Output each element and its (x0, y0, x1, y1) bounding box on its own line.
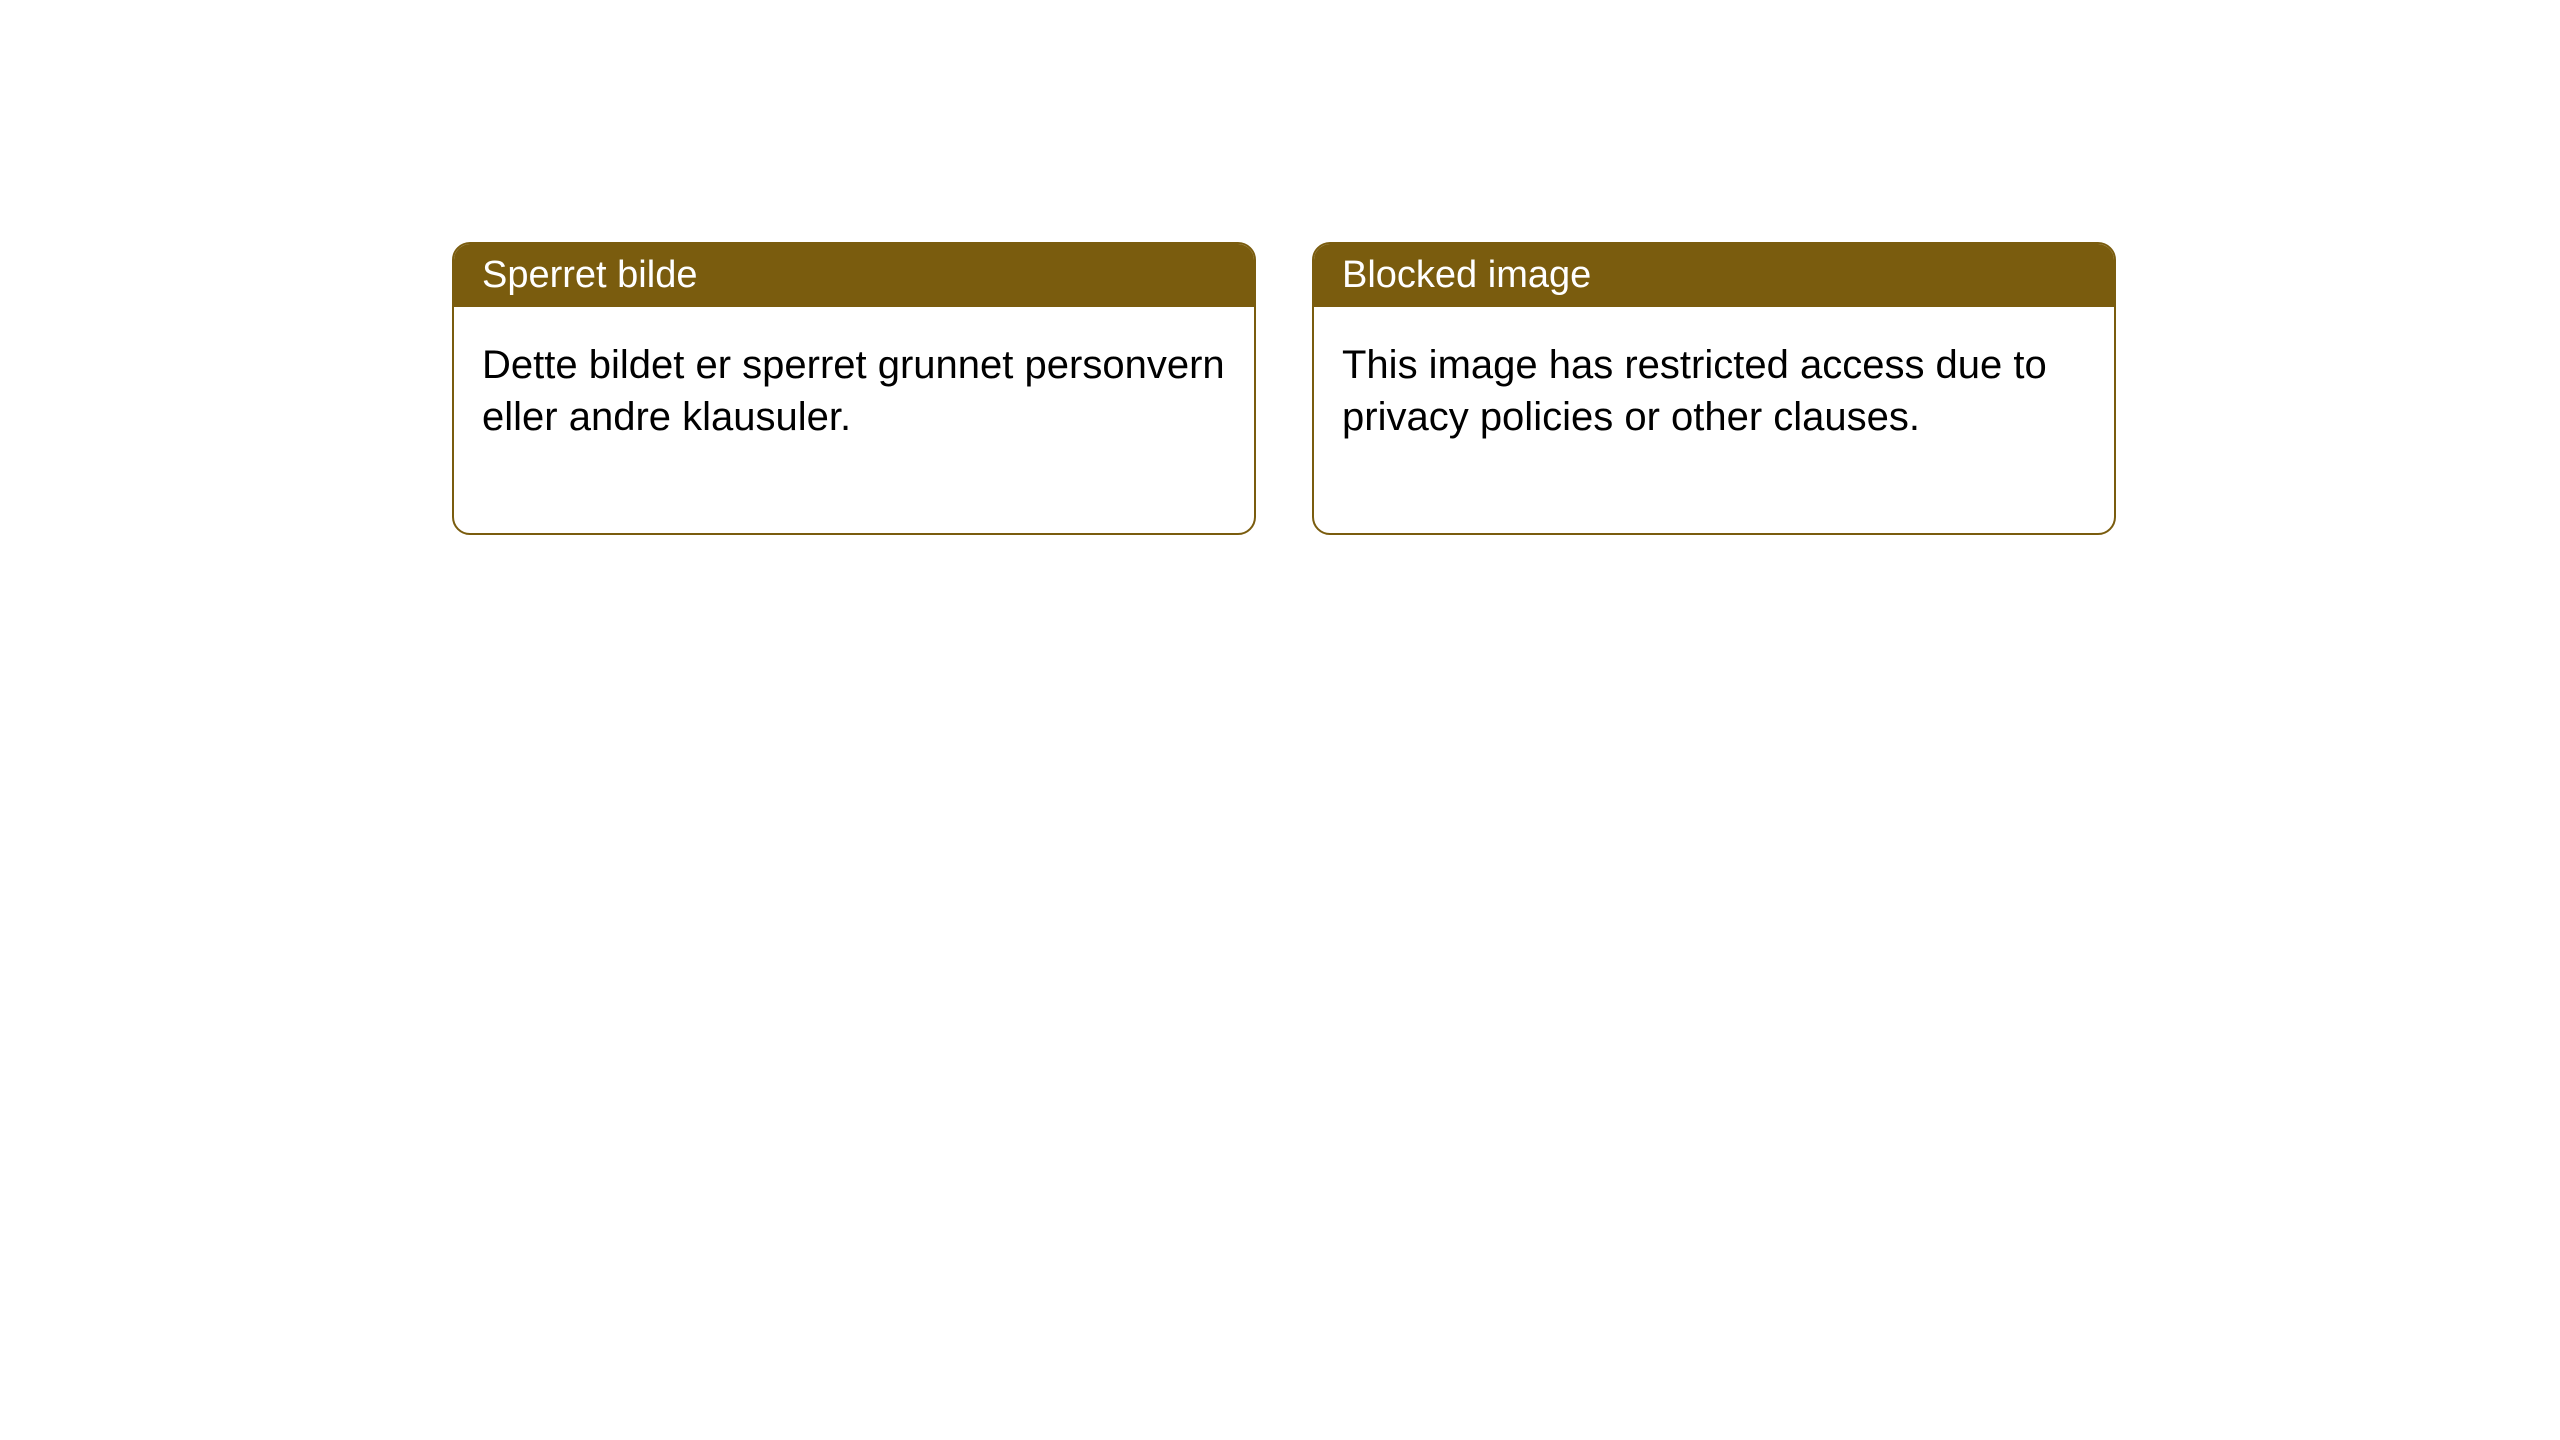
notice-card-norwegian: Sperret bilde Dette bildet er sperret gr… (452, 242, 1256, 535)
notice-header-norwegian: Sperret bilde (454, 244, 1254, 307)
notice-body-english: This image has restricted access due to … (1314, 307, 2114, 533)
notice-text-english: This image has restricted access due to … (1342, 343, 2047, 439)
notice-card-english: Blocked image This image has restricted … (1312, 242, 2116, 535)
notice-title-english: Blocked image (1342, 254, 1591, 296)
notice-body-norwegian: Dette bildet er sperret grunnet personve… (454, 307, 1254, 533)
notice-text-norwegian: Dette bildet er sperret grunnet personve… (482, 343, 1225, 439)
notice-container: Sperret bilde Dette bildet er sperret gr… (452, 242, 2116, 535)
notice-title-norwegian: Sperret bilde (482, 254, 697, 296)
notice-header-english: Blocked image (1314, 244, 2114, 307)
